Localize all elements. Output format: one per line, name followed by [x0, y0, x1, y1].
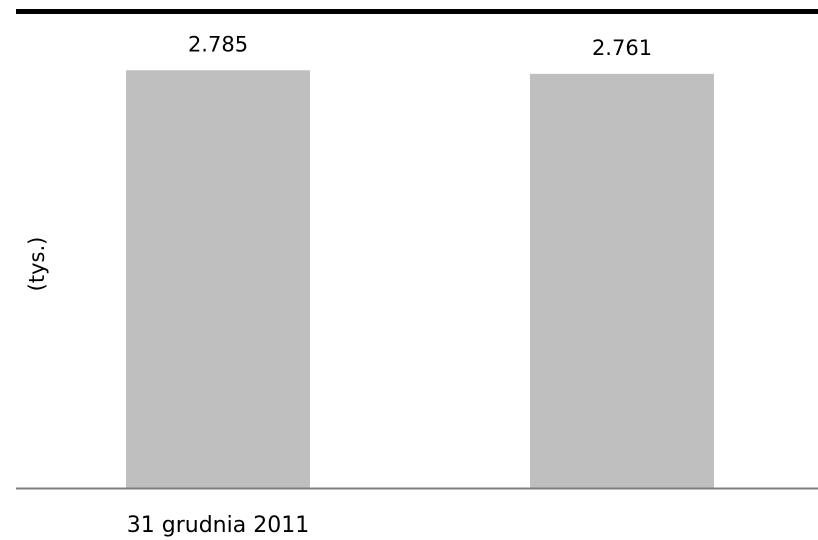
bar-1	[126, 70, 310, 488]
x-tick-label-1: 31 grudnia 2011	[127, 513, 309, 538]
data-label-1: 2.785	[188, 32, 248, 56]
x-tick-labels: 31 grudnia 2011	[127, 513, 309, 538]
data-label-2: 2.761	[592, 36, 652, 60]
bars-group: 2.785 2.761	[126, 32, 714, 488]
top-rule	[16, 9, 818, 14]
bar-2	[530, 73, 714, 488]
y-axis-label: (tys.)	[25, 237, 49, 292]
